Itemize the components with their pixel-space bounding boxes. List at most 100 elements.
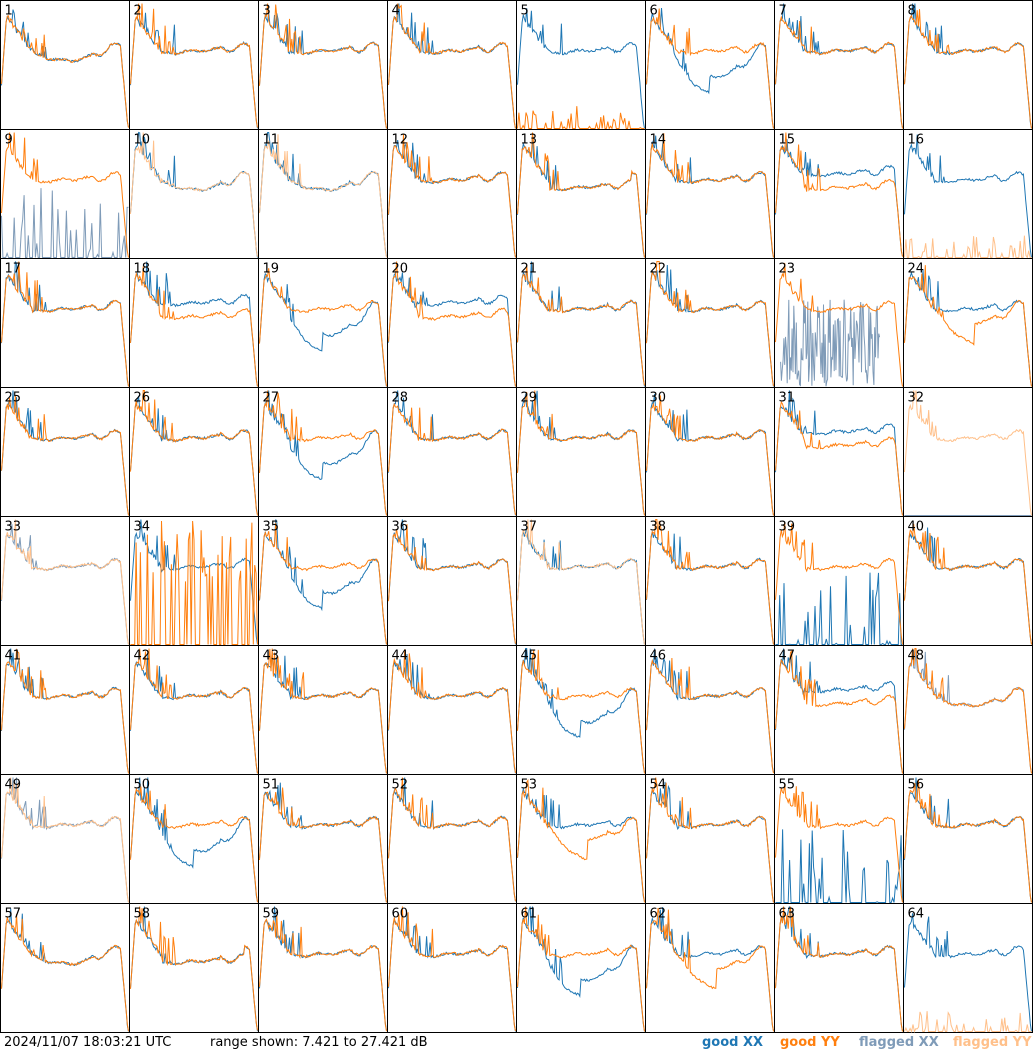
antenna-panel-21: 21 bbox=[516, 258, 646, 388]
series-yy bbox=[259, 915, 387, 1032]
panel-frame bbox=[258, 129, 388, 259]
panel-label: 27 bbox=[263, 391, 280, 406]
antenna-panel-20: 20 bbox=[387, 258, 517, 388]
series-yy bbox=[904, 648, 1032, 774]
panel-label: 49 bbox=[5, 778, 22, 793]
panel-frame bbox=[258, 387, 388, 517]
series-yy bbox=[259, 787, 387, 903]
antenna-panel-60: 60 bbox=[387, 903, 517, 1033]
panel-frame bbox=[0, 645, 130, 775]
panel-label: 11 bbox=[263, 133, 280, 148]
series-yy bbox=[904, 9, 1032, 129]
panel-label: 19 bbox=[263, 262, 280, 277]
series-yy bbox=[259, 134, 387, 258]
series-yy bbox=[646, 8, 774, 129]
antenna-panel-37: 37 bbox=[516, 516, 646, 646]
antenna-panel-19: 19 bbox=[258, 258, 388, 388]
panel-frame bbox=[0, 258, 130, 388]
series-xx bbox=[517, 261, 645, 387]
antenna-panel-5: 5 bbox=[516, 0, 646, 131]
timestamp: 2024/11/07 18:03:21 UTC bbox=[4, 1035, 172, 1050]
antenna-panel-3: 3 bbox=[258, 0, 388, 130]
antenna-panel-38: 38 bbox=[645, 516, 775, 646]
series-xx bbox=[388, 519, 516, 645]
panel-frame bbox=[387, 129, 517, 259]
panel-frame bbox=[129, 129, 259, 259]
panel-frame bbox=[0, 903, 130, 1033]
legend-good-yy: good YY bbox=[780, 1035, 840, 1050]
panel-frame bbox=[903, 387, 1033, 517]
series-xx bbox=[517, 8, 645, 129]
panel-frame bbox=[0, 0, 130, 130]
antenna-panel-22: 22 bbox=[645, 258, 775, 388]
series-yy bbox=[1, 132, 129, 258]
series-yy bbox=[130, 648, 258, 774]
panel-label: 48 bbox=[908, 649, 925, 664]
panel-label: 16 bbox=[908, 133, 925, 148]
panel-frame bbox=[129, 645, 259, 775]
panel-label: 53 bbox=[521, 778, 538, 793]
panel-label: 9 bbox=[5, 133, 13, 148]
series-yy bbox=[646, 133, 774, 258]
series-yy bbox=[1, 648, 129, 774]
panel-label: 32 bbox=[908, 391, 925, 406]
panel-frame bbox=[516, 129, 646, 259]
antenna-panel-30: 30 bbox=[645, 387, 775, 517]
antenna-panel-2: 2 bbox=[129, 0, 259, 130]
panel-frame bbox=[258, 516, 388, 646]
panel-frame bbox=[516, 903, 646, 1033]
series-yy bbox=[517, 519, 645, 645]
panel-label: 45 bbox=[521, 649, 538, 664]
antenna-panel-15: 15 bbox=[774, 129, 904, 259]
series-yy bbox=[646, 395, 774, 516]
panel-label: 39 bbox=[779, 520, 796, 535]
panel-label: 59 bbox=[263, 907, 280, 922]
panel-label: 3 bbox=[263, 4, 271, 19]
panel-frame bbox=[258, 645, 388, 775]
series-yy bbox=[904, 390, 1032, 516]
antenna-panel-23: 23 bbox=[774, 258, 904, 388]
series-yy bbox=[775, 400, 903, 516]
panel-frame bbox=[645, 903, 775, 1033]
panel-label: 1 bbox=[5, 4, 13, 19]
series-yy bbox=[517, 906, 645, 1032]
panel-label: 25 bbox=[5, 391, 22, 406]
series-xx bbox=[646, 648, 774, 773]
series-yy bbox=[517, 132, 645, 258]
series-yy bbox=[1, 395, 129, 516]
antenna-panel-45: 45 bbox=[516, 645, 646, 775]
series-yy bbox=[130, 3, 258, 128]
panel-label: 18 bbox=[134, 262, 151, 277]
antenna-panel-18: 18 bbox=[129, 258, 259, 388]
series-yy bbox=[904, 779, 1032, 903]
series-yy bbox=[388, 402, 516, 515]
panel-label: 57 bbox=[5, 907, 22, 922]
panel-frame bbox=[903, 129, 1033, 259]
panel-frame bbox=[645, 129, 775, 259]
panel-label: 63 bbox=[779, 907, 796, 922]
antenna-panel-61: 61 bbox=[516, 903, 646, 1033]
series-yy bbox=[775, 132, 903, 257]
antenna-panel-11: 11 bbox=[258, 129, 388, 259]
series-yy bbox=[646, 907, 774, 1032]
antenna-panel-24: 24 bbox=[903, 258, 1033, 388]
series-yy bbox=[1, 777, 129, 903]
series-yy bbox=[775, 783, 903, 903]
antenna-panel-26: 26 bbox=[129, 387, 259, 517]
series-yy bbox=[646, 261, 774, 387]
panel-label: 56 bbox=[908, 778, 925, 793]
antenna-panel-10: 10 bbox=[129, 129, 259, 259]
antenna-panel-27: 27 bbox=[258, 387, 388, 517]
antenna-panel-32: 32 bbox=[903, 387, 1033, 517]
series-yy bbox=[904, 235, 1032, 259]
antenna-panel-41: 41 bbox=[0, 645, 130, 775]
series-xx bbox=[904, 913, 1032, 1032]
panel-frame bbox=[903, 903, 1033, 1033]
panel-label: 10 bbox=[134, 133, 151, 148]
antenna-panel-16: 16 bbox=[903, 129, 1033, 259]
panel-frame bbox=[645, 387, 775, 517]
panel-label: 62 bbox=[650, 907, 667, 922]
series-xx bbox=[259, 132, 387, 257]
panel-frame bbox=[129, 774, 259, 904]
series-yy bbox=[517, 649, 645, 774]
